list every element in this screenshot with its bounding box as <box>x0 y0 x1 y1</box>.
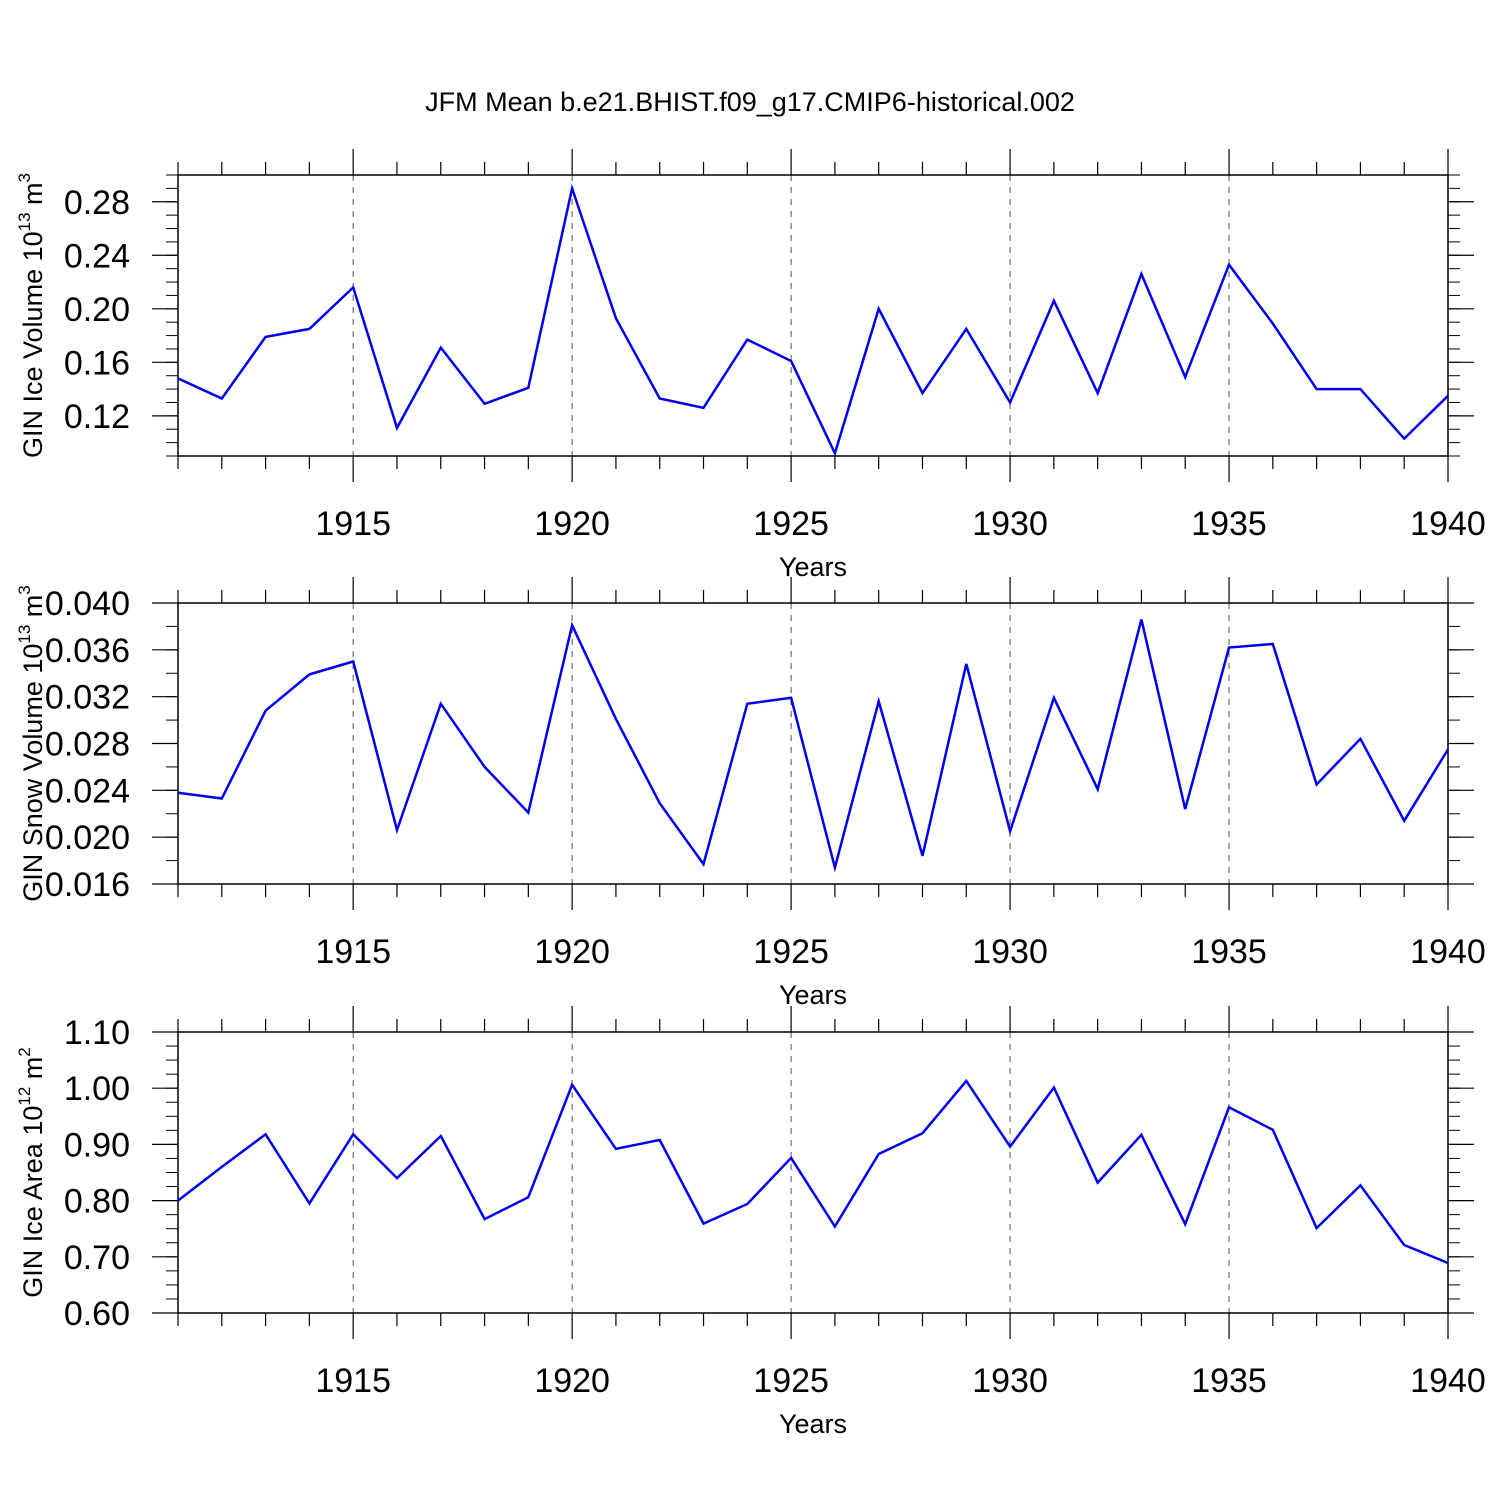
panel-2: 0.016 0.020 0.024 0.028 0.032 0.036 0.040 1915 1… <box>15 577 1486 1010</box>
y-axis-title-unit-exponent: 2 <box>15 1047 34 1056</box>
y-tick-label: 1.10 <box>64 1014 130 1052</box>
x-tick-label: 1940 <box>1410 505 1486 543</box>
series-line <box>177 619 1450 873</box>
y-tick-label: 0.90 <box>64 1126 130 1164</box>
y-tick-label: 0.70 <box>64 1239 130 1277</box>
y-axis-title: GIN Snow Volume 1013 m3 <box>15 585 48 902</box>
y-tick-label: 0.028 <box>45 726 130 764</box>
x-tick-label: 1930 <box>972 505 1048 543</box>
y-tick-label: 0.24 <box>64 237 130 275</box>
y-tick-label: 0.040 <box>45 585 130 623</box>
panel-1: 0.12 0.16 0.20 0.24 0.28 1915 1920 1925 1930 1935… <box>15 149 1486 582</box>
y-axis-title-unit: m <box>18 595 48 625</box>
y-axis-title-exponent: 13 <box>15 625 34 644</box>
y-tick-label: 0.032 <box>45 679 130 717</box>
x-tick-label: 1925 <box>753 933 829 971</box>
y-tick-label: 0.80 <box>64 1183 130 1221</box>
plot-frame <box>177 174 1449 457</box>
x-axis-title: Years <box>779 980 847 1010</box>
y-tick-label: 1.00 <box>64 1070 130 1108</box>
y-axis-title-unit: m <box>18 1057 48 1087</box>
y-axis-title: GIN Ice Volume 1013 m3 <box>15 173 48 458</box>
x-tick-label: 1940 <box>1410 933 1486 971</box>
y-axis-title-unit-exponent: 3 <box>15 585 34 594</box>
x-tick-label: 1920 <box>534 933 610 971</box>
x-tick-label: 1920 <box>534 505 610 543</box>
plot-frame <box>177 1031 1449 1314</box>
series-line <box>177 1078 1449 1265</box>
y-tick-label: 0.16 <box>64 344 130 382</box>
y-axis-title-main: GIN Snow Volume 10 <box>18 644 48 902</box>
y-tick-label: 0.12 <box>64 398 130 436</box>
y-axis-title-unit-exponent: 3 <box>15 173 34 182</box>
y-tick-label: 0.024 <box>45 772 130 810</box>
x-axis-title: Years <box>779 552 847 582</box>
y-axis-title-unit: m <box>18 182 48 212</box>
x-tick-label: 1935 <box>1191 505 1267 543</box>
y-axis-title-exponent: 12 <box>15 1087 34 1106</box>
x-tick-label: 1915 <box>315 505 391 543</box>
y-tick-label: 0.020 <box>45 819 130 857</box>
y-tick-label: 0.28 <box>64 184 130 222</box>
x-tick-label: 1935 <box>1191 1362 1267 1400</box>
y-tick-label: 0.036 <box>45 632 130 670</box>
y-tick-label: 0.20 <box>64 291 130 329</box>
x-axis-title: Years <box>779 1409 847 1439</box>
y-axis-title-exponent: 13 <box>15 212 34 231</box>
x-tick-label: 1940 <box>1410 1362 1486 1400</box>
panels: 0.12 0.16 0.20 0.24 0.28 1915 1920 1925 1930 1935… <box>15 149 1486 1439</box>
series-line <box>177 183 1449 457</box>
y-axis-title-main: GIN Ice Volume 10 <box>18 231 48 458</box>
x-tick-label: 1930 <box>972 1362 1048 1400</box>
y-axis-title-main: GIN Ice Area 10 <box>18 1106 48 1298</box>
x-tick-label: 1930 <box>972 933 1048 971</box>
panel-3: 0.60 0.70 0.80 0.90 1.00 1.10 1915 1920 1925 1930… <box>15 1006 1486 1439</box>
x-tick-label: 1935 <box>1191 933 1267 971</box>
x-tick-label: 1925 <box>753 1362 829 1400</box>
y-tick-label: 0.016 <box>45 866 130 904</box>
y-axis-title: GIN Ice Area 1012 m2 <box>15 1047 48 1298</box>
x-tick-label: 1915 <box>315 933 391 971</box>
x-tick-label: 1915 <box>315 1362 391 1400</box>
x-tick-label: 1920 <box>534 1362 610 1400</box>
chart-title: JFM Mean b.e21.BHIST.f09_g17.CMIP6-histo… <box>425 87 1075 117</box>
y-tick-label: 0.60 <box>64 1295 130 1333</box>
x-tick-label: 1925 <box>753 505 829 543</box>
